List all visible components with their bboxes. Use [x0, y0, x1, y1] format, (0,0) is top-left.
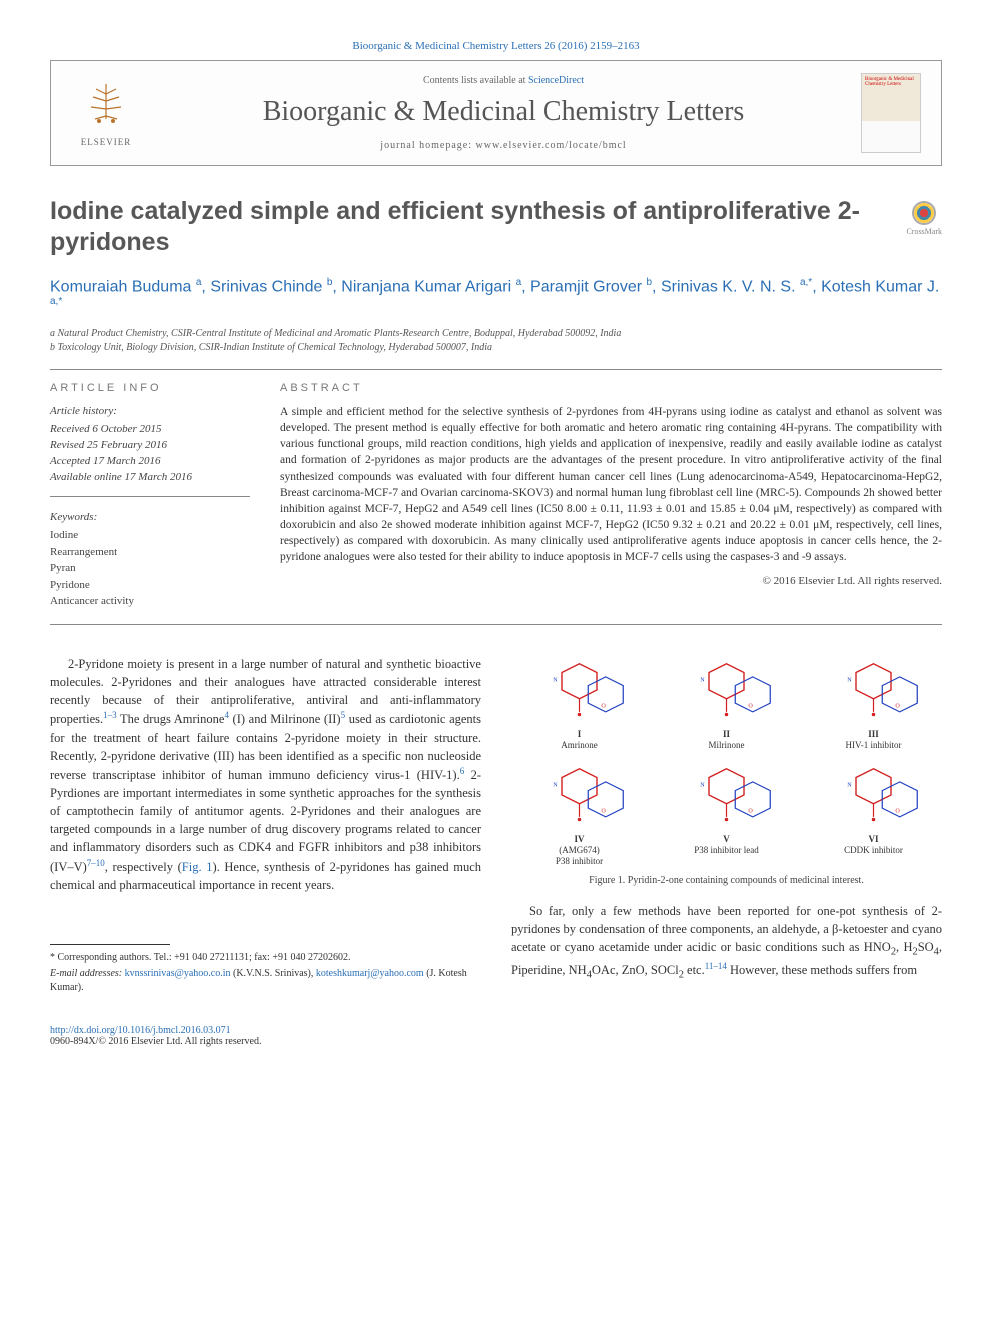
- crossmark-icon: [912, 201, 936, 225]
- abstract-text: A simple and efficient method for the se…: [280, 404, 942, 565]
- keyword: Iodine: [50, 529, 78, 541]
- keyword: Anticancer activity: [50, 595, 134, 607]
- homepage-line: journal homepage: www.elsevier.com/locat…: [161, 140, 846, 151]
- elsevier-logo: ELSEVIER: [71, 79, 141, 147]
- svg-text:N: N: [553, 783, 558, 789]
- journal-cover-thumb: Bioorganic & Medicinal Chemistry Letters: [861, 73, 921, 153]
- doi-link[interactable]: http://dx.doi.org/10.1016/j.bmcl.2016.03…: [50, 1025, 231, 1036]
- molecule-VI: N O VICDDK inhibitor: [805, 760, 942, 866]
- contents-line: Contents lists available at ScienceDirec…: [161, 75, 846, 86]
- molecule-V: N O VP38 inhibitor lead: [658, 760, 795, 866]
- crossmark-label: CrossMark: [906, 227, 942, 236]
- elsevier-text: ELSEVIER: [71, 137, 141, 147]
- article-history: Article history: Received 6 October 2015…: [50, 404, 250, 497]
- svg-text:N: N: [847, 783, 852, 789]
- svg-text:O: O: [601, 809, 606, 815]
- svg-text:N: N: [700, 783, 705, 789]
- figure-1: N O IAmrinone N O IIMilrinone N O IIIHIV…: [511, 655, 942, 886]
- history-label: Article history:: [50, 404, 250, 420]
- divider: [50, 369, 942, 370]
- fig1-ref[interactable]: Fig. 1: [182, 860, 213, 874]
- keyword: Pyran: [50, 562, 76, 574]
- history-received: Received 6 October 2015: [50, 423, 161, 435]
- abstract-heading: ABSTRACT: [280, 382, 942, 394]
- journal-header: ELSEVIER Contents lists available at Sci…: [50, 60, 942, 166]
- affiliation-a: a Natural Product Chemistry, CSIR-Centra…: [50, 327, 942, 341]
- keywords: Keywords: Iodine Rearrangement Pyran Pyr…: [50, 509, 250, 610]
- sciencedirect-link[interactable]: ScienceDirect: [528, 75, 584, 86]
- svg-text:N: N: [700, 677, 705, 683]
- svg-text:O: O: [748, 809, 753, 815]
- svg-text:O: O: [895, 703, 900, 709]
- svg-text:O: O: [601, 703, 606, 709]
- molecule-II: N O IIMilrinone: [658, 655, 795, 751]
- divider: [50, 624, 942, 625]
- history-revised: Revised 25 February 2016: [50, 439, 167, 451]
- article-info-heading: ARTICLE INFO: [50, 382, 250, 394]
- svg-text:O: O: [748, 703, 753, 709]
- history-online: Available online 17 March 2016: [50, 471, 192, 483]
- body-paragraph-2: So far, only a few methods have been rep…: [511, 902, 942, 983]
- history-accepted: Accepted 17 March 2016: [50, 455, 160, 467]
- authors-list: Komuraiah Buduma a, Srinivas Chinde b, N…: [50, 277, 942, 316]
- keyword: Rearrangement: [50, 546, 117, 558]
- footnote-divider: [50, 944, 170, 945]
- crossmark-badge[interactable]: CrossMark: [906, 201, 942, 236]
- affiliation-b: b Toxicology Unit, Biology Division, CSI…: [50, 341, 942, 355]
- body-paragraph-1: 2-Pyridone moiety is present in a large …: [50, 655, 481, 894]
- molecule-IV: N O IV(AMG674)P38 inhibitor: [511, 760, 648, 866]
- figure-1-caption: Figure 1. Pyridin-2-one containing compo…: [511, 875, 942, 886]
- keywords-label: Keywords:: [50, 509, 250, 526]
- corresponding-note: * Corresponding authors. Tel.: +91 040 2…: [50, 951, 481, 965]
- molecule-I: N O IAmrinone: [511, 655, 648, 751]
- journal-name: Bioorganic & Medicinal Chemistry Letters: [161, 96, 846, 128]
- contents-prefix: Contents lists available at: [423, 75, 528, 86]
- svg-text:O: O: [895, 809, 900, 815]
- affiliations: a Natural Product Chemistry, CSIR-Centra…: [50, 327, 942, 355]
- emails-label: E-mail addresses:: [50, 968, 122, 979]
- molecule-III: N O IIIHIV-1 inhibitor: [805, 655, 942, 751]
- doi-block: http://dx.doi.org/10.1016/j.bmcl.2016.03…: [50, 1025, 481, 1047]
- svg-text:N: N: [847, 677, 852, 683]
- footnotes: * Corresponding authors. Tel.: +91 040 2…: [50, 951, 481, 995]
- article-title: Iodine catalyzed simple and efficient sy…: [50, 196, 942, 259]
- copyright: © 2016 Elsevier Ltd. All rights reserved…: [280, 575, 942, 587]
- keyword: Pyridone: [50, 579, 90, 591]
- email-link-1[interactable]: kvnssrinivas@yahoo.co.in: [125, 968, 231, 979]
- email-link-2[interactable]: koteshkumarj@yahoo.com: [316, 968, 424, 979]
- citation-bar: Bioorganic & Medicinal Chemistry Letters…: [50, 40, 942, 52]
- svg-text:N: N: [553, 677, 558, 683]
- email-name-1: (K.V.N.S. Srinivas): [233, 968, 311, 979]
- issn-line: 0960-894X/© 2016 Elsevier Ltd. All right…: [50, 1036, 261, 1047]
- email-addresses: E-mail addresses: kvnssrinivas@yahoo.co.…: [50, 967, 481, 995]
